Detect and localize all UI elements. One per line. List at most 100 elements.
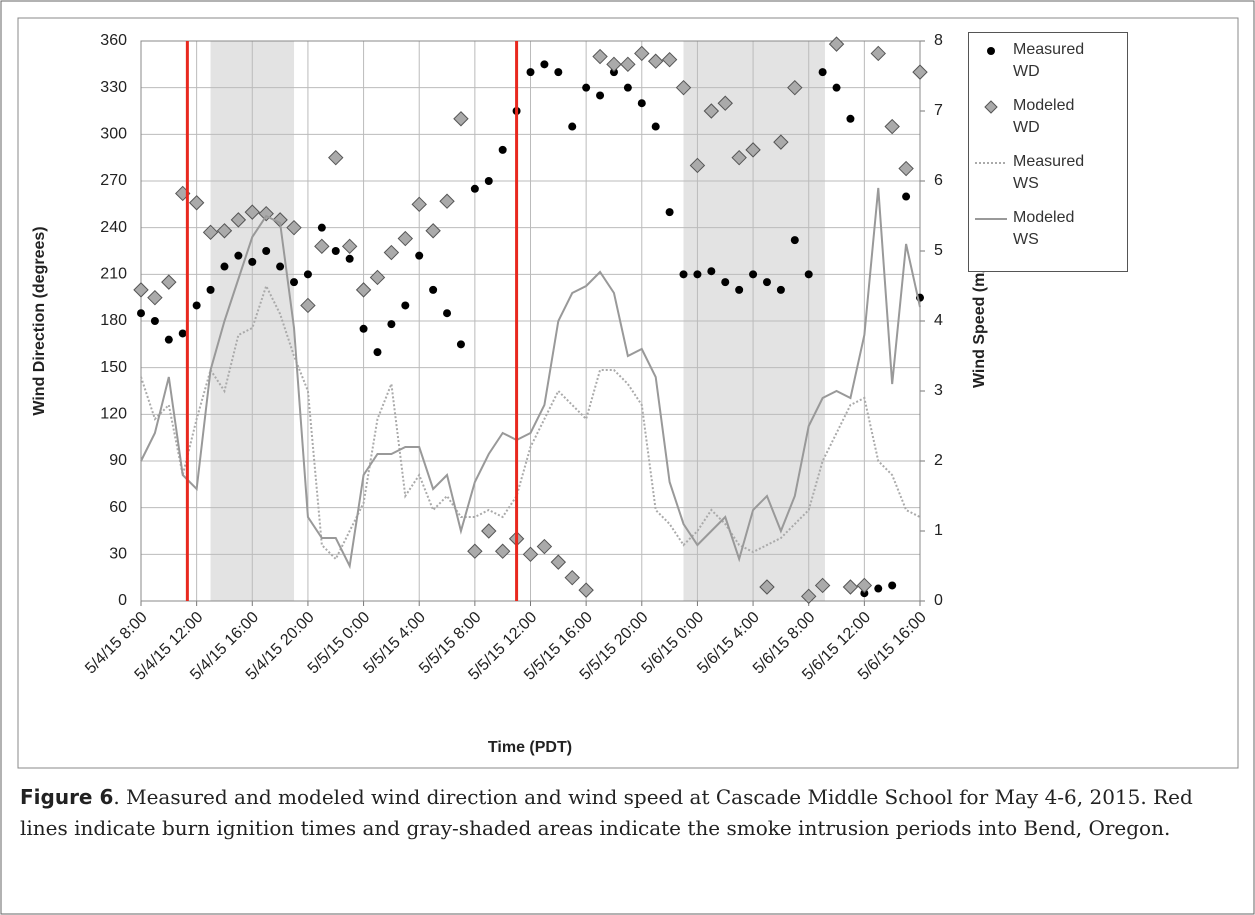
series-line	[140, 187, 921, 570]
y2-tick-label: 7	[934, 102, 943, 119]
point	[150, 317, 159, 325]
point	[550, 554, 567, 570]
y-tick-label: 360	[100, 32, 127, 49]
point	[856, 577, 873, 594]
point	[373, 348, 382, 357]
point	[860, 589, 869, 598]
point	[244, 204, 260, 220]
point	[188, 195, 205, 211]
point	[355, 282, 372, 298]
point	[634, 45, 650, 62]
y-tick-label: 30	[109, 546, 127, 563]
point	[133, 282, 149, 298]
legend: Measured WD Modeled WD Measured WS Modeled …	[968, 32, 1128, 272]
point	[536, 538, 553, 555]
point	[651, 122, 660, 131]
point	[359, 324, 368, 333]
caption-text: . Measured and modeled wind direction an…	[20, 785, 1193, 840]
legend-label: Measured WS	[1013, 153, 1085, 192]
point	[137, 309, 145, 318]
point	[484, 177, 493, 185]
point	[317, 223, 326, 232]
point	[874, 584, 883, 593]
point	[220, 262, 229, 271]
y-axis-label: Wind Direction (degrees)	[31, 226, 48, 415]
point	[870, 45, 886, 62]
point	[623, 83, 632, 92]
y-tick-label: 90	[109, 452, 127, 469]
point	[568, 122, 577, 131]
point	[898, 160, 914, 177]
point	[689, 157, 706, 174]
point	[661, 51, 678, 68]
point	[762, 278, 771, 287]
point	[522, 546, 539, 563]
point	[884, 118, 900, 135]
point	[818, 68, 827, 77]
legend-swatch	[984, 100, 998, 114]
point	[387, 320, 396, 329]
point	[481, 523, 497, 539]
y-tick-label: 300	[100, 126, 127, 143]
legend-swatch	[975, 162, 1007, 164]
point	[161, 274, 177, 290]
point	[526, 68, 535, 77]
point	[703, 103, 720, 119]
point	[731, 149, 747, 166]
point	[582, 83, 591, 92]
point	[596, 91, 605, 100]
point	[749, 270, 758, 279]
y-tick-label: 270	[100, 172, 127, 189]
point	[439, 193, 455, 209]
point	[415, 251, 424, 260]
point	[679, 270, 688, 279]
point	[286, 219, 302, 236]
chart-frame	[17, 17, 1239, 769]
point	[776, 285, 785, 294]
point	[397, 230, 414, 247]
point	[345, 254, 354, 263]
y2-tick-label: 4	[934, 312, 943, 329]
point	[429, 285, 438, 294]
point	[470, 184, 479, 193]
point	[498, 145, 507, 154]
legend-swatch	[975, 218, 1007, 220]
point	[609, 68, 618, 77]
y2-axis-label: Wind Speed (m/s)	[971, 254, 988, 388]
point	[206, 285, 215, 294]
point	[314, 238, 330, 255]
point	[192, 301, 201, 310]
y2-tick-label: 8	[934, 32, 943, 49]
point	[578, 582, 594, 598]
point	[290, 278, 299, 287]
point	[912, 64, 928, 80]
point	[564, 569, 580, 586]
point	[828, 36, 845, 52]
point	[300, 297, 316, 314]
point	[216, 223, 233, 239]
point	[262, 247, 271, 255]
legend-label: Modeled WD	[1013, 97, 1075, 136]
point	[540, 60, 549, 69]
point	[902, 192, 911, 201]
point	[453, 111, 469, 127]
legend-entry: Measured WD	[973, 39, 1123, 95]
point	[303, 270, 312, 279]
point	[693, 270, 702, 279]
point	[759, 579, 775, 595]
y2-tick-label: 3	[934, 382, 943, 399]
x-axis-label: Time (PDT)	[488, 739, 572, 756]
y-tick-label: 120	[100, 406, 127, 423]
point	[467, 543, 483, 559]
point	[721, 278, 730, 287]
point	[202, 224, 219, 241]
point	[801, 588, 817, 605]
point	[735, 285, 744, 294]
y-tick-label: 330	[100, 79, 127, 96]
y-tick-label: 240	[100, 219, 127, 236]
point	[164, 335, 173, 344]
point	[230, 212, 247, 228]
point	[790, 236, 799, 245]
point	[707, 267, 716, 276]
